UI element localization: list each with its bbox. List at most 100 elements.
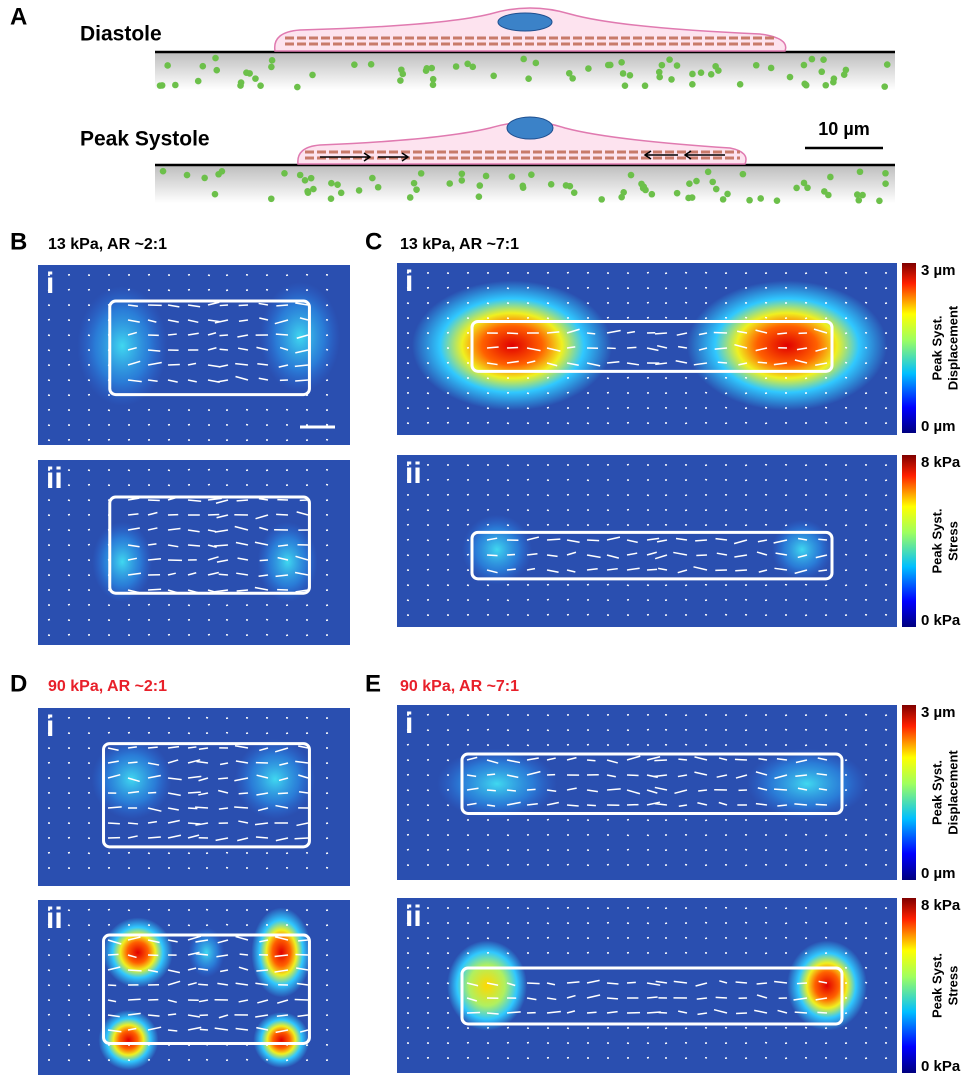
vector	[218, 778, 228, 779]
vector	[407, 600, 409, 601]
vector	[427, 983, 429, 984]
hotspot	[687, 281, 887, 411]
heatmap: ii	[38, 900, 350, 1075]
hotspot	[103, 918, 173, 988]
vector	[725, 407, 727, 408]
vector	[68, 634, 70, 635]
bead	[294, 84, 301, 91]
vector	[507, 790, 516, 791]
subpanel-label: i	[46, 710, 54, 743]
hotspot	[98, 1010, 158, 1070]
vector	[705, 479, 707, 480]
bead	[172, 82, 179, 89]
bead	[528, 171, 535, 178]
vector	[885, 1027, 887, 1028]
bead	[768, 65, 775, 72]
vector	[188, 925, 190, 926]
vector	[168, 334, 177, 335]
vector	[487, 378, 489, 379]
vector	[188, 605, 190, 606]
vector	[219, 574, 228, 575]
bead	[882, 180, 889, 187]
bead	[418, 170, 425, 177]
bead	[715, 67, 722, 74]
vector	[865, 302, 867, 303]
bead	[476, 193, 483, 200]
bead	[243, 69, 250, 76]
vector	[547, 377, 549, 378]
vector	[427, 585, 429, 586]
vector	[865, 849, 867, 850]
panel-label: B	[10, 228, 27, 255]
vector	[326, 349, 328, 350]
bead	[268, 195, 275, 202]
diastole-label: Diastole	[80, 23, 162, 46]
vector	[745, 849, 747, 850]
vector	[758, 362, 767, 363]
bead	[571, 189, 578, 196]
vector	[507, 333, 518, 334]
vector	[237, 590, 248, 591]
vector	[507, 600, 509, 601]
vector	[647, 729, 649, 730]
bead	[827, 174, 834, 181]
vector	[148, 853, 150, 854]
vector	[278, 793, 288, 794]
bead	[369, 175, 376, 182]
vector	[745, 865, 747, 866]
vector	[825, 835, 827, 836]
vector	[487, 790, 496, 791]
bead	[793, 185, 800, 192]
vector	[198, 984, 208, 985]
vector	[214, 545, 228, 546]
colorbar-min: 0 kPa	[921, 612, 961, 629]
bead	[713, 186, 720, 193]
vector	[825, 585, 827, 586]
vector	[777, 805, 787, 806]
vector	[326, 823, 328, 824]
vector	[286, 733, 288, 734]
hotspot	[787, 941, 867, 1031]
vector	[665, 1028, 667, 1029]
vector	[487, 1013, 499, 1014]
bead	[302, 177, 309, 184]
systole-label: Peak Systole	[80, 128, 210, 151]
figure: A Diastole Peak Systole 10 µm B13 kPa, A…	[0, 0, 967, 1079]
vector	[148, 747, 158, 748]
vector	[487, 938, 489, 939]
bead	[642, 187, 649, 194]
bead	[252, 75, 259, 82]
vector	[567, 599, 569, 600]
vector	[654, 760, 667, 761]
vector	[276, 514, 288, 515]
vector	[547, 923, 549, 924]
vector	[407, 744, 409, 745]
heatmap: ii	[397, 898, 897, 1073]
bead	[627, 72, 634, 79]
bead	[212, 55, 219, 62]
vector	[219, 335, 228, 336]
vector	[256, 837, 268, 838]
vector	[587, 614, 589, 615]
heatmap: ii	[38, 460, 350, 645]
vector	[757, 983, 767, 984]
vector	[845, 585, 847, 586]
panel: B13 kPa, AR ~2:1iii	[10, 228, 350, 645]
vector	[627, 835, 629, 836]
bead	[268, 64, 275, 71]
vector	[527, 983, 540, 984]
nucleus	[498, 13, 552, 31]
vector	[735, 570, 747, 571]
vector	[845, 1058, 847, 1059]
bead	[459, 170, 466, 177]
bead	[212, 191, 219, 198]
bead	[328, 180, 335, 187]
vector	[817, 1012, 827, 1013]
bead	[598, 196, 605, 203]
vector	[567, 423, 569, 424]
vector	[188, 792, 201, 793]
vector	[885, 729, 887, 730]
vector	[705, 392, 707, 393]
vector	[587, 760, 595, 761]
vector	[208, 484, 210, 485]
